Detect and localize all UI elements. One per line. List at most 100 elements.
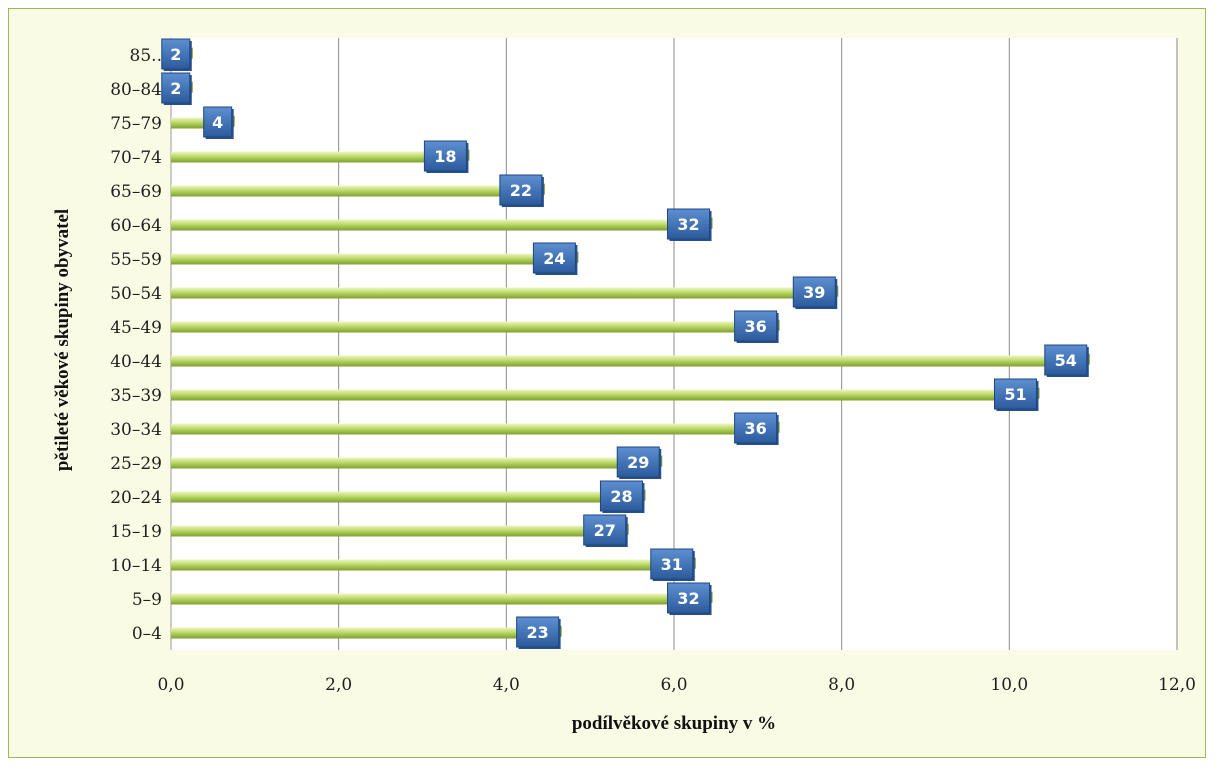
bar-group: 32	[171, 582, 713, 615]
bar-group: 36	[171, 412, 780, 445]
bar-group: 31	[171, 548, 696, 581]
data-label: 54	[1055, 351, 1077, 370]
bar	[171, 389, 1035, 401]
y-tick-label: 65–69	[110, 182, 162, 202]
y-tick-label: 50–54	[110, 284, 162, 304]
bar-group: 22	[171, 174, 545, 207]
bar-group: 2	[161, 72, 193, 105]
bar	[171, 151, 465, 163]
bar-group: 29	[171, 446, 663, 479]
data-label: 32	[677, 215, 699, 234]
data-label-box	[599, 480, 643, 512]
bar-group: 28	[171, 480, 646, 513]
data-label-box	[423, 140, 467, 172]
data-label-box	[516, 616, 560, 648]
y-tick-label: 75–79	[110, 114, 162, 134]
data-label: 2	[170, 45, 181, 64]
bar-group: 36	[171, 310, 780, 343]
x-tick-label: 0,0	[157, 675, 184, 695]
data-label: 22	[510, 181, 532, 200]
y-tick-label: 15–19	[110, 522, 162, 542]
data-label: 36	[744, 419, 766, 438]
y-tick-label: 35–39	[110, 386, 162, 406]
bar	[171, 525, 624, 537]
y-tick-label: 10–14	[110, 556, 162, 576]
data-label: 32	[677, 589, 699, 608]
data-label-box	[792, 276, 836, 308]
bar-group: 51	[171, 378, 1040, 411]
data-label: 2	[170, 79, 181, 98]
y-tick-label: 0–4	[132, 624, 162, 644]
x-tick-label: 10,0	[990, 675, 1028, 695]
data-label: 18	[434, 147, 456, 166]
bar-group: 24	[171, 242, 579, 275]
data-label: 24	[543, 249, 565, 268]
x-tick-label: 8,0	[828, 675, 855, 695]
data-label-box	[499, 174, 543, 206]
x-tick-label: 6,0	[660, 675, 687, 695]
bar	[171, 593, 708, 605]
data-label-box	[650, 548, 694, 580]
bar	[171, 457, 658, 469]
bar-group: 27	[171, 514, 629, 547]
bar	[171, 627, 557, 639]
data-label: 4	[212, 113, 223, 132]
bar-group: 39	[171, 276, 839, 309]
bar-group: 54	[171, 344, 1090, 377]
gridlines	[170, 38, 1178, 650]
bar-group: 18	[171, 140, 470, 173]
data-label-box	[161, 72, 191, 104]
data-label: 23	[527, 623, 549, 642]
bar	[171, 117, 230, 129]
y-tick-label: 85..	[130, 46, 162, 66]
data-label-box	[532, 242, 576, 274]
bar	[171, 321, 775, 333]
data-label: 27	[594, 521, 616, 540]
y-tick-label: 20–24	[110, 488, 162, 508]
x-tick-label: 12,0	[1158, 675, 1196, 695]
y-tick-label: 70–74	[110, 148, 162, 168]
data-label-box	[203, 106, 233, 138]
bar	[171, 185, 540, 197]
data-label-box	[161, 38, 191, 70]
y-tick-labels: 0–4 5–9 10–14 15–19 20–24 25–29 30–34 35–39 40–4…	[110, 46, 162, 644]
bar	[171, 253, 574, 265]
x-axis-title: podílvěkové skupiny v %	[572, 713, 776, 734]
bar	[171, 219, 708, 231]
bar-group: 4	[171, 106, 235, 139]
data-label-box	[616, 446, 660, 478]
bar	[171, 559, 691, 571]
bar-group: 23	[171, 616, 562, 649]
y-axis-title: pětileté věkové skupiny obyvatel	[52, 209, 73, 471]
bar	[171, 355, 1085, 367]
data-label: 28	[610, 487, 632, 506]
x-tick-label: 4,0	[493, 675, 520, 695]
data-label: 36	[744, 317, 766, 336]
data-label-box	[667, 582, 711, 614]
data-label: 31	[661, 555, 683, 574]
y-tick-label: 60–64	[110, 216, 162, 236]
bar	[171, 423, 775, 435]
data-label: 29	[627, 453, 649, 472]
y-tick-label: 5–9	[132, 590, 162, 610]
y-tick-label: 30–34	[110, 420, 162, 440]
data-label-box	[667, 208, 711, 240]
y-tick-label: 55–59	[110, 250, 162, 270]
x-tick-labels: 0,0 2,0 4,0 6,0 8,0 10,0 12,0	[157, 675, 1195, 695]
bar	[171, 491, 641, 503]
y-tick-label: 45–49	[110, 318, 162, 338]
data-label-box	[993, 378, 1037, 410]
bar-group: 2	[161, 38, 193, 71]
bar-group: 32	[171, 208, 713, 241]
data-label-box	[1044, 344, 1088, 376]
bar	[171, 287, 834, 299]
x-tick-label: 2,0	[325, 675, 352, 695]
data-label-box	[734, 412, 778, 444]
y-tick-label: 80–84	[110, 80, 162, 100]
data-label: 39	[803, 283, 825, 302]
y-tick-label: 25–29	[110, 454, 162, 474]
y-tick-label: 40–44	[110, 352, 162, 372]
data-label: 51	[1004, 385, 1026, 404]
data-label-box	[734, 310, 778, 342]
